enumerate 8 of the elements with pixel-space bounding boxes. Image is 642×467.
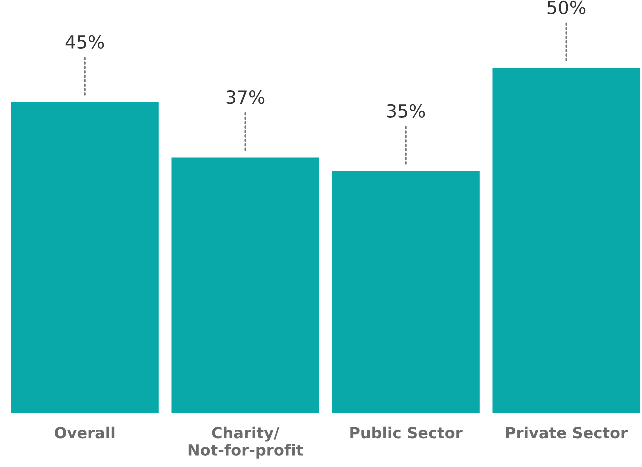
- data-label: 45%: [66, 35, 104, 49]
- x-tick-label: Private Sector: [506, 426, 628, 439]
- x-tick-label: Charity/ Not-for-profit: [188, 426, 304, 459]
- x-tick-label: Overall: [55, 426, 115, 439]
- x-tick-label: Public Sector: [350, 426, 463, 439]
- data-label: 50%: [548, 0, 586, 14]
- data-label: 37%: [226, 90, 265, 104]
- data-label: 35%: [387, 104, 426, 118]
